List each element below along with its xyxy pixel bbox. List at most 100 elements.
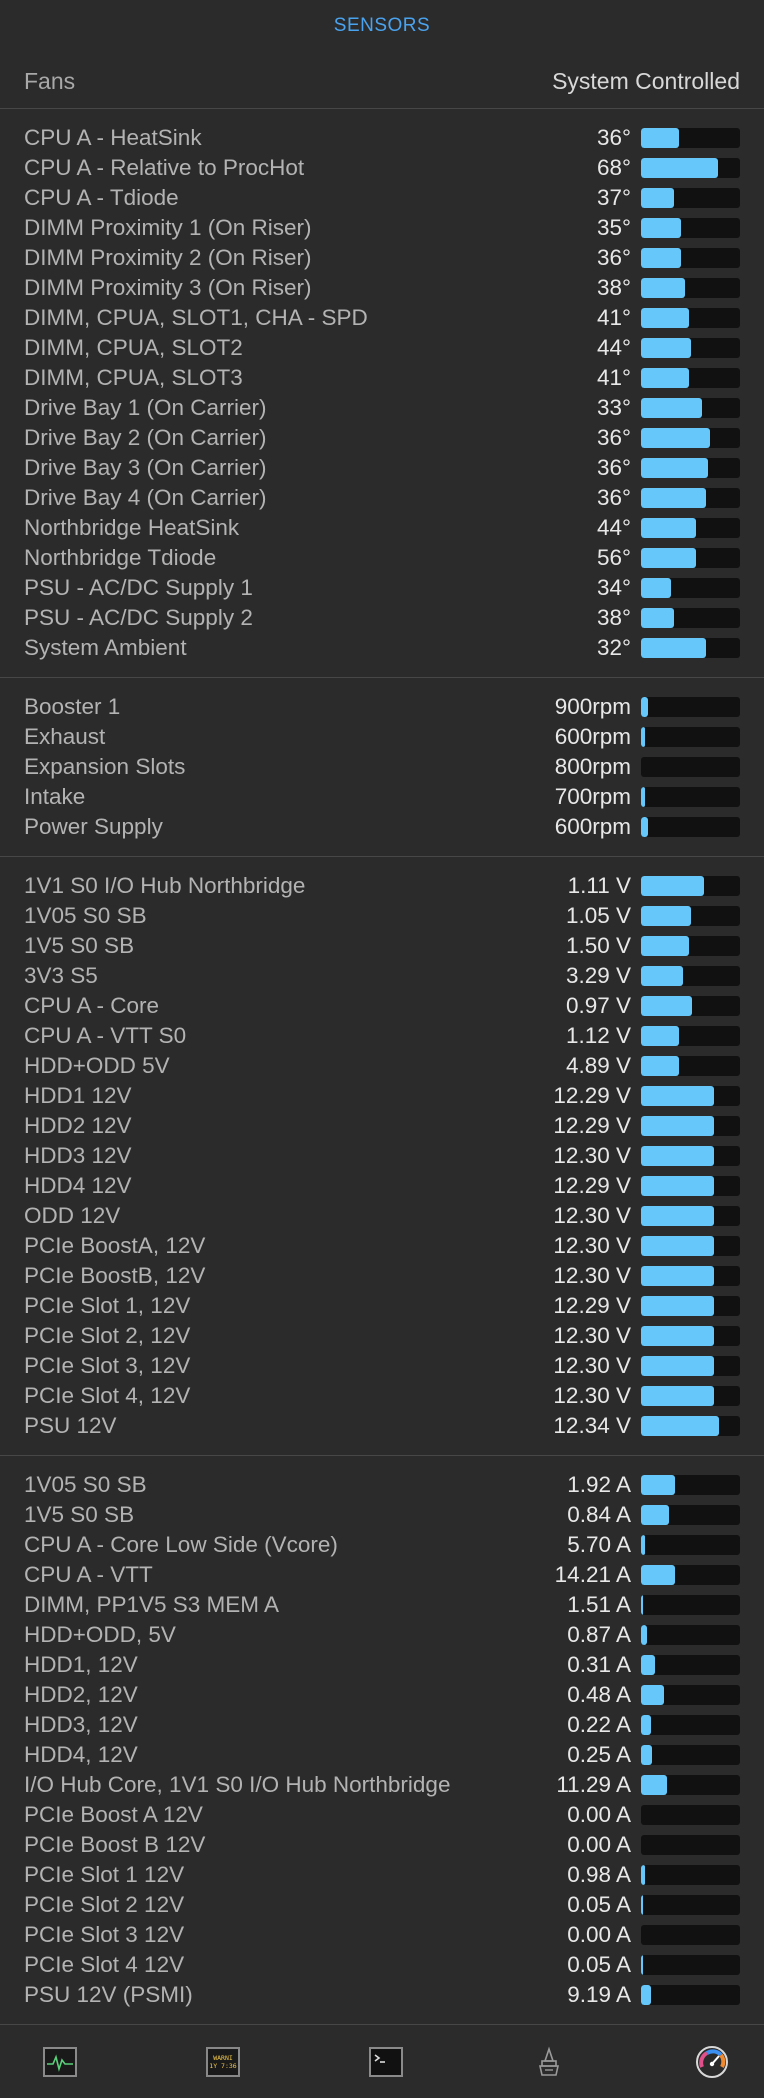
sensor-value: 36°: [596, 485, 631, 510]
fans-mode-value[interactable]: System Controlled: [552, 67, 740, 94]
level-bar: [641, 1715, 740, 1735]
sensor-value: 36°: [596, 245, 631, 270]
sensor-name: Northbridge Tdiode: [24, 545, 217, 570]
console-icon-line1: WARNI: [213, 2053, 233, 2062]
divider: [0, 1455, 764, 1456]
sensor-value: 1.51 A: [567, 1592, 631, 1617]
level-bar-fill: [641, 1865, 645, 1885]
level-bar-fill: [641, 1565, 675, 1585]
level-bar: [641, 1805, 740, 1825]
sensor-row: CPU A - Core 0.97 V: [0, 991, 764, 1021]
level-bar: [641, 727, 740, 747]
sensor-name: ODD 12V: [24, 1203, 121, 1228]
level-bar: [641, 1955, 740, 1975]
sensor-name: HDD4 12V: [24, 1173, 132, 1198]
sensor-value: 5.70 A: [567, 1532, 631, 1557]
system-info-tab[interactable]: [531, 2044, 567, 2080]
sensor-value: 33°: [596, 395, 631, 420]
sensor-value: 0.05 A: [567, 1892, 631, 1917]
sensor-name: Drive Bay 4 (On Carrier): [24, 485, 267, 510]
section-voltages: 1V1 S0 I/O Hub Northbridge 1.11 V 1V05 S0 …: [0, 857, 764, 1455]
tab-bar: WARNI 1Y 7:36: [0, 2024, 764, 2098]
sensor-name: PCIe Boost B 12V: [24, 1832, 206, 1857]
sensor-row: Drive Bay 4 (On Carrier) 36°: [0, 483, 764, 513]
level-bar: [641, 1326, 740, 1346]
sensor-value: 12.30 V: [553, 1353, 631, 1378]
level-bar-fill: [641, 218, 681, 238]
sensor-name: DIMM Proximity 2 (On Riser): [24, 245, 312, 270]
sensor-name: Northbridge HeatSink: [24, 515, 240, 540]
sensor-row: CPU A - VTT S0 1.12 V: [0, 1021, 764, 1051]
sensor-name: DIMM Proximity 1 (On Riser): [24, 215, 312, 240]
sensor-value: 11.29 A: [556, 1772, 631, 1797]
terminal-tab[interactable]: [368, 2044, 404, 2080]
sensor-value: 12.30 V: [553, 1143, 631, 1168]
level-bar-fill: [641, 458, 709, 478]
sensor-name: PCIe Slot 4 12V: [24, 1952, 185, 1977]
level-bar-fill: [641, 1146, 715, 1166]
sensor-value: 44°: [596, 515, 631, 540]
sensor-value: 0.87 A: [567, 1622, 631, 1647]
sensor-name: 1V5 S0 SB: [24, 1502, 135, 1527]
level-bar-fill: [641, 1326, 715, 1346]
terminal-icon: [369, 2046, 403, 2077]
sensor-name: 1V05 S0 SB: [24, 1472, 147, 1497]
level-bar-fill: [641, 368, 689, 388]
level-bar: [641, 248, 740, 268]
level-bar-fill: [641, 1715, 651, 1735]
sensor-name: PCIe Slot 3 12V: [24, 1922, 185, 1947]
sensor-name: DIMM, CPUA, SLOT1, CHA - SPD: [24, 305, 368, 330]
sensor-value: 0.00 A: [567, 1922, 631, 1947]
level-bar-fill: [641, 608, 674, 628]
sensor-value: 0.25 A: [567, 1742, 631, 1767]
level-bar: [641, 1386, 740, 1406]
console-tab[interactable]: WARNI 1Y 7:36: [205, 2044, 241, 2080]
level-bar-fill: [641, 428, 711, 448]
level-bar-fill: [641, 966, 683, 986]
level-bar-fill: [641, 787, 645, 807]
sensor-value: 12.29 V: [553, 1083, 631, 1108]
sensor-row: System Ambient 32°: [0, 633, 764, 663]
level-bar: [641, 1146, 740, 1166]
level-bar-fill: [641, 1206, 715, 1226]
sensor-name: PCIe Slot 4, 12V: [24, 1383, 191, 1408]
level-bar: [641, 398, 740, 418]
level-bar-fill: [641, 1955, 643, 1975]
sensor-value: 12.30 V: [553, 1233, 631, 1258]
sensor-row: PCIe Slot 3 12V 0.00 A: [0, 1920, 764, 1950]
sensor-value: 1.50 V: [565, 933, 631, 958]
sensor-row: CPU A - HeatSink 36°: [0, 123, 764, 153]
fans-label: Fans: [24, 67, 76, 94]
level-bar-fill: [641, 578, 671, 598]
level-bar: [641, 278, 740, 298]
sensor-name: Expansion Slots: [24, 754, 186, 779]
level-bar-fill: [641, 488, 707, 508]
sensor-value: 0.31 A: [567, 1652, 631, 1677]
sensor-name: 1V1 S0 I/O Hub Northbridge: [24, 873, 306, 898]
fans-control-row[interactable]: Fans System Controlled: [0, 54, 764, 108]
sensor-value: 12.30 V: [553, 1263, 631, 1288]
sensor-name: HDD+ODD, 5V: [24, 1622, 176, 1647]
sensor-name: HDD1 12V: [24, 1083, 132, 1108]
sensor-value: 1.92 A: [567, 1472, 631, 1497]
sensors-tab[interactable]: [694, 2044, 730, 2080]
sensor-row: Power Supply 600rpm: [0, 812, 764, 842]
sensor-value: 600rpm: [554, 814, 631, 839]
sensor-row: HDD+ODD, 5V 0.87 A: [0, 1620, 764, 1650]
divider: [0, 856, 764, 857]
sensor-row: PCIe Slot 2, 12V 12.30 V: [0, 1321, 764, 1351]
sensor-row: CPU A - VTT 14.21 A: [0, 1560, 764, 1590]
sensor-row: 1V05 S0 SB 1.05 V: [0, 901, 764, 931]
sensor-value: 1.11 V: [567, 873, 631, 898]
sensor-row: 1V5 S0 SB 1.50 V: [0, 931, 764, 961]
level-bar-fill: [641, 727, 645, 747]
sensor-row: HDD1, 12V 0.31 A: [0, 1650, 764, 1680]
level-bar-fill: [641, 1416, 720, 1436]
level-bar: [641, 936, 740, 956]
sensor-value: 0.97 V: [565, 993, 631, 1018]
sensor-row: DIMM, PP1V5 S3 MEM A 1.51 A: [0, 1590, 764, 1620]
sensor-row: PCIe BoostB, 12V 12.30 V: [0, 1261, 764, 1291]
activity-monitor-tab[interactable]: [42, 2044, 78, 2080]
sensor-name: PCIe Boost A 12V: [24, 1802, 203, 1827]
sensor-value: 1.05 V: [565, 903, 631, 928]
